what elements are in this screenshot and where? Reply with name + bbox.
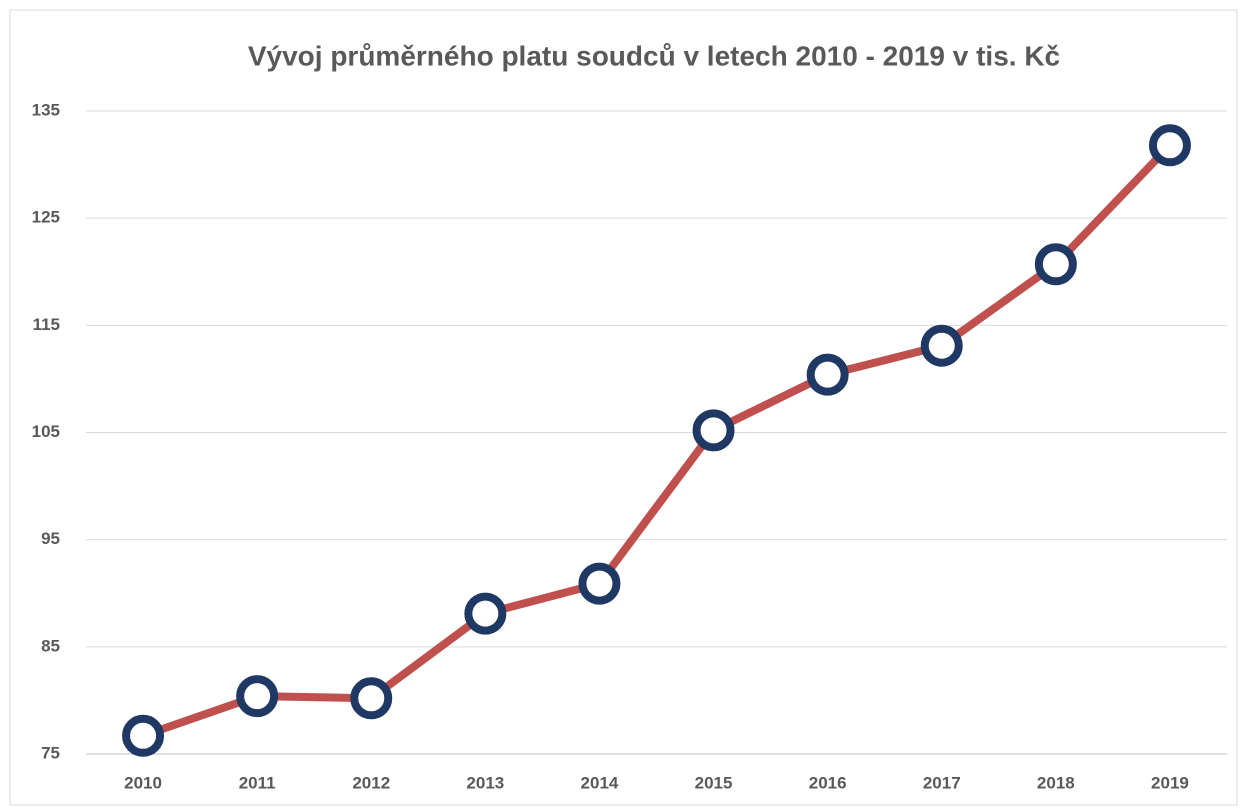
x-tick-label: 2019: [1151, 773, 1189, 792]
y-tick-label: 95: [41, 529, 60, 548]
x-tick-label: 2014: [581, 773, 619, 792]
x-tick-label: 2011: [239, 773, 276, 792]
data-point: [578, 562, 621, 605]
data-point: [1148, 124, 1191, 167]
y-tick-label: 115: [33, 315, 60, 334]
x-tick-label: 2013: [466, 773, 504, 792]
data-point: [122, 714, 165, 757]
y-tick-label: 85: [41, 636, 60, 655]
data-point: [806, 353, 849, 396]
x-tick-label: 2018: [1037, 773, 1075, 792]
data-point: [692, 409, 735, 452]
data-point: [1034, 243, 1077, 286]
x-tick-label: 2012: [352, 773, 390, 792]
y-tick-label: 135: [32, 100, 60, 119]
x-tick-label: 2015: [695, 773, 733, 792]
data-point: [464, 592, 507, 635]
chart-title: Vývoj průměrného platu soudců v letech 2…: [248, 40, 1060, 71]
y-tick-label: 75: [41, 743, 60, 762]
data-point: [236, 675, 279, 718]
data-line: [141, 142, 1173, 740]
x-tick-label: 2017: [923, 773, 961, 792]
chart-frame: [9, 9, 1238, 806]
x-tick-label: 2016: [809, 773, 847, 792]
x-tick-label: 2010: [124, 773, 162, 792]
y-tick-label: 105: [32, 422, 60, 441]
data-point: [350, 677, 393, 720]
y-tick-label: 125: [32, 208, 60, 227]
data-point: [920, 324, 963, 367]
